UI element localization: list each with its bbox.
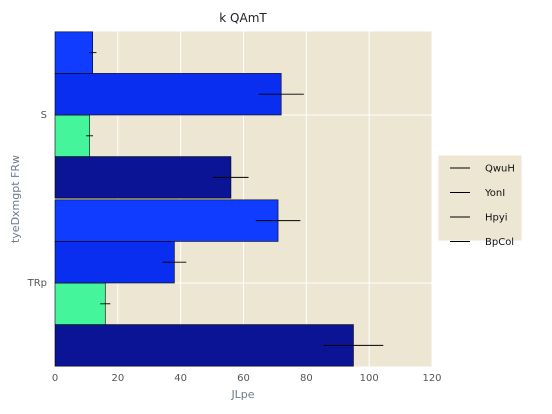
bar [54, 282, 106, 325]
x-tick-label: 80 [300, 373, 313, 384]
plot-frame [54, 30, 433, 368]
x-tick-label: 0 [52, 373, 58, 384]
chart-title: k QAmT [219, 11, 267, 25]
y-axis-title: tyeDxmgpt FRw [9, 155, 22, 243]
bar [54, 199, 279, 242]
y-axis-ticks: TRp S [27, 110, 47, 289]
bar [54, 114, 90, 157]
bar [54, 324, 354, 367]
legend-box [437, 154, 523, 242]
x-tick-label: 100 [360, 373, 379, 384]
x-tick-label: 60 [237, 373, 250, 384]
bar [54, 73, 282, 116]
y-tick-label: S [41, 110, 47, 121]
bar [54, 241, 175, 284]
x-axis-ticks: 0 20 40 60 80 100 120 [52, 373, 442, 384]
error-bars-layer [86, 52, 384, 346]
legend: QwuH YonI Hpyi BpCol [437, 154, 523, 248]
bar [54, 31, 94, 74]
legend-label: YonI [484, 188, 505, 199]
bar [54, 156, 232, 199]
x-axis-title: JLpe [230, 388, 254, 401]
bars-layer [54, 31, 354, 367]
x-tick-label: 20 [111, 373, 124, 384]
legend-label: QwuH [485, 164, 515, 175]
legend-label: BpCol [485, 237, 514, 248]
y-tick-label: TRp [27, 278, 47, 289]
x-tick-label: 120 [422, 373, 441, 384]
legend-label: Hpyi [485, 213, 508, 224]
x-tick-label: 40 [174, 373, 187, 384]
